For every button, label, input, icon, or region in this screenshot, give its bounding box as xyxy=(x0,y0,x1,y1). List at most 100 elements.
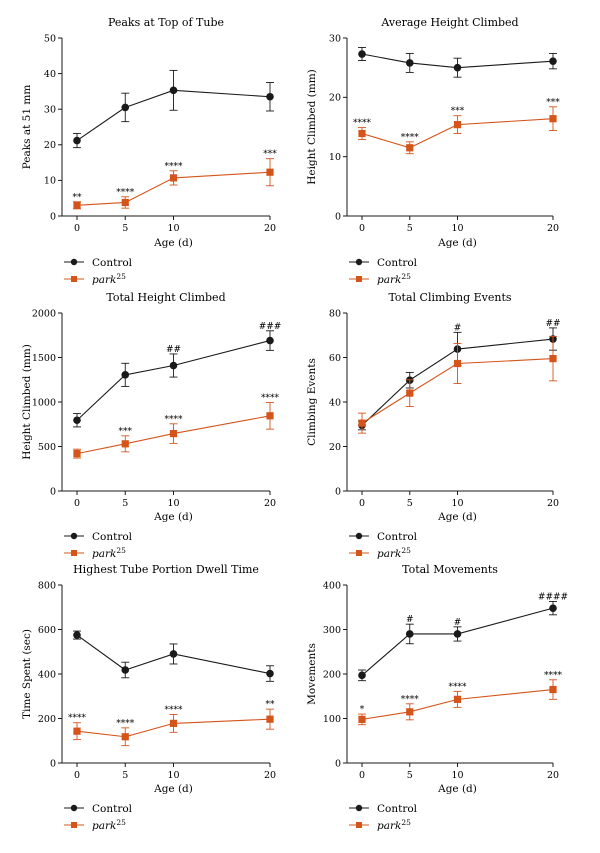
legend-label-control: Control xyxy=(377,803,418,815)
y-tick-label: 20 xyxy=(44,140,56,151)
data-point-park xyxy=(358,419,366,427)
x-tick-label: 20 xyxy=(264,223,276,234)
y-tick-label: 200 xyxy=(323,669,341,680)
y-tick-label: 10 xyxy=(329,152,341,163)
significance-label: **** xyxy=(401,695,420,705)
legend-marker-control xyxy=(355,532,363,540)
x-tick-label: 5 xyxy=(122,498,128,509)
significance-label: **** xyxy=(401,133,420,143)
series-line-control xyxy=(361,53,554,69)
data-point-park xyxy=(406,708,414,716)
data-point-park xyxy=(358,129,366,138)
legend-marker-park xyxy=(356,550,362,556)
y-tick-label: 0 xyxy=(50,758,56,769)
data-point-control xyxy=(169,361,178,370)
y-axis-label: Height Climbed (mm) xyxy=(21,344,33,460)
legend: Control park25 xyxy=(349,531,418,560)
y-tick-label: 20 xyxy=(329,442,341,453)
chart-panel-3: Total Height Climbed 0 500 1000 1500 2000 0 5 10… xyxy=(21,291,281,560)
data-point-control xyxy=(121,666,130,674)
y-tick-label: 0 xyxy=(50,211,56,222)
significance-label: ** xyxy=(73,193,83,203)
significance-label: **** xyxy=(116,719,135,729)
significance-label: *** xyxy=(263,150,277,160)
x-axis-label: Age (d) xyxy=(153,511,193,523)
x-tick-label: 20 xyxy=(547,770,559,781)
data-point-park xyxy=(169,719,178,727)
significance-label: ## xyxy=(545,319,560,329)
data-point-park xyxy=(121,198,129,207)
legend-marker-park xyxy=(356,822,362,828)
series-line-control xyxy=(76,340,271,421)
x-tick-label: 10 xyxy=(167,498,179,509)
series-control: # ##### xyxy=(358,592,568,682)
x-tick-label: 0 xyxy=(359,770,365,781)
x-tick-label: 0 xyxy=(359,223,365,234)
series-control xyxy=(358,47,557,78)
y-tick-label: 60 xyxy=(329,353,341,364)
y-tick-label: 300 xyxy=(323,625,341,636)
legend-label-control: Control xyxy=(377,257,418,269)
significance-label: *** xyxy=(119,427,133,437)
series-line-park xyxy=(76,171,271,206)
y-tick-label: 50 xyxy=(44,33,56,44)
data-point-control xyxy=(121,371,130,379)
chart-panel-1: Peaks at Top of Tube 0 10 20 30 40 50 0 5 10 20 Age… xyxy=(21,16,277,286)
chart-title: Peaks at Top of Tube xyxy=(108,16,224,29)
x-axis-label: Age (d) xyxy=(437,511,477,523)
y-axis-label: Height Climbed (mm) xyxy=(306,69,318,185)
data-point-park xyxy=(453,359,462,368)
legend-label-park-name: park xyxy=(377,548,401,560)
legend-label-park-name: park xyxy=(92,820,116,832)
y-tick-label: 30 xyxy=(44,105,56,116)
series-park: *********** xyxy=(73,393,280,459)
significance-label: **** xyxy=(165,162,184,172)
data-point-control xyxy=(453,63,462,72)
legend-label-park-superscript: 25 xyxy=(116,272,126,281)
data-point-park xyxy=(121,733,129,741)
series-park: ************** xyxy=(68,700,275,747)
chart-panel-5: Highest Tube Portion Dwell Time020040060… xyxy=(21,563,276,832)
x-axis-label: Age (d) xyxy=(153,237,193,249)
y-axis-label: Time Spent (sec) xyxy=(21,629,33,719)
series-park: ************** xyxy=(353,98,560,155)
data-point-park xyxy=(266,412,274,420)
x-tick-label: 0 xyxy=(74,223,80,234)
legend-label-control: Control xyxy=(377,531,418,543)
x-tick-label: 10 xyxy=(167,223,179,234)
series-line-park xyxy=(76,718,271,738)
legend-label-park: park25 xyxy=(92,818,126,832)
x-tick-label: 20 xyxy=(547,498,559,509)
data-point-control xyxy=(358,671,366,680)
y-tick-label: 0 xyxy=(335,486,341,497)
x-tick-label: 0 xyxy=(359,498,365,509)
chart-title: Total Height Climbed xyxy=(106,291,225,304)
data-point-control xyxy=(549,604,557,612)
x-tick-label: 5 xyxy=(122,770,128,781)
chart-title: Highest Tube Portion Dwell Time xyxy=(73,563,259,576)
legend-label-control: Control xyxy=(92,803,133,815)
series-control xyxy=(73,630,274,682)
chart-title: Total Climbing Events xyxy=(388,291,511,304)
series-control: ##### xyxy=(73,322,281,428)
legend-label-park-name: park xyxy=(377,274,401,286)
y-axis-label: Movements xyxy=(306,643,318,705)
series-line-park xyxy=(361,118,554,149)
series-line-park xyxy=(361,689,554,720)
y-tick-label: 400 xyxy=(38,669,56,680)
data-point-control xyxy=(169,86,178,95)
series-line-control xyxy=(361,607,554,676)
y-tick-label: 0 xyxy=(335,211,341,222)
data-point-park xyxy=(453,121,462,129)
legend-label-park-superscript: 25 xyxy=(401,818,411,827)
y-tick-label: 500 xyxy=(38,442,56,453)
legend-label-park-superscript: 25 xyxy=(116,818,126,827)
chart-panel-6: Total Movements 0 100 200 300 400 0 5 10 20 Age (d… xyxy=(306,563,568,832)
data-point-control xyxy=(121,103,130,112)
y-tick-label: 40 xyxy=(44,69,56,80)
y-tick-label: 20 xyxy=(329,93,341,104)
y-tick-label: 2000 xyxy=(32,308,56,319)
data-point-park xyxy=(73,201,81,209)
